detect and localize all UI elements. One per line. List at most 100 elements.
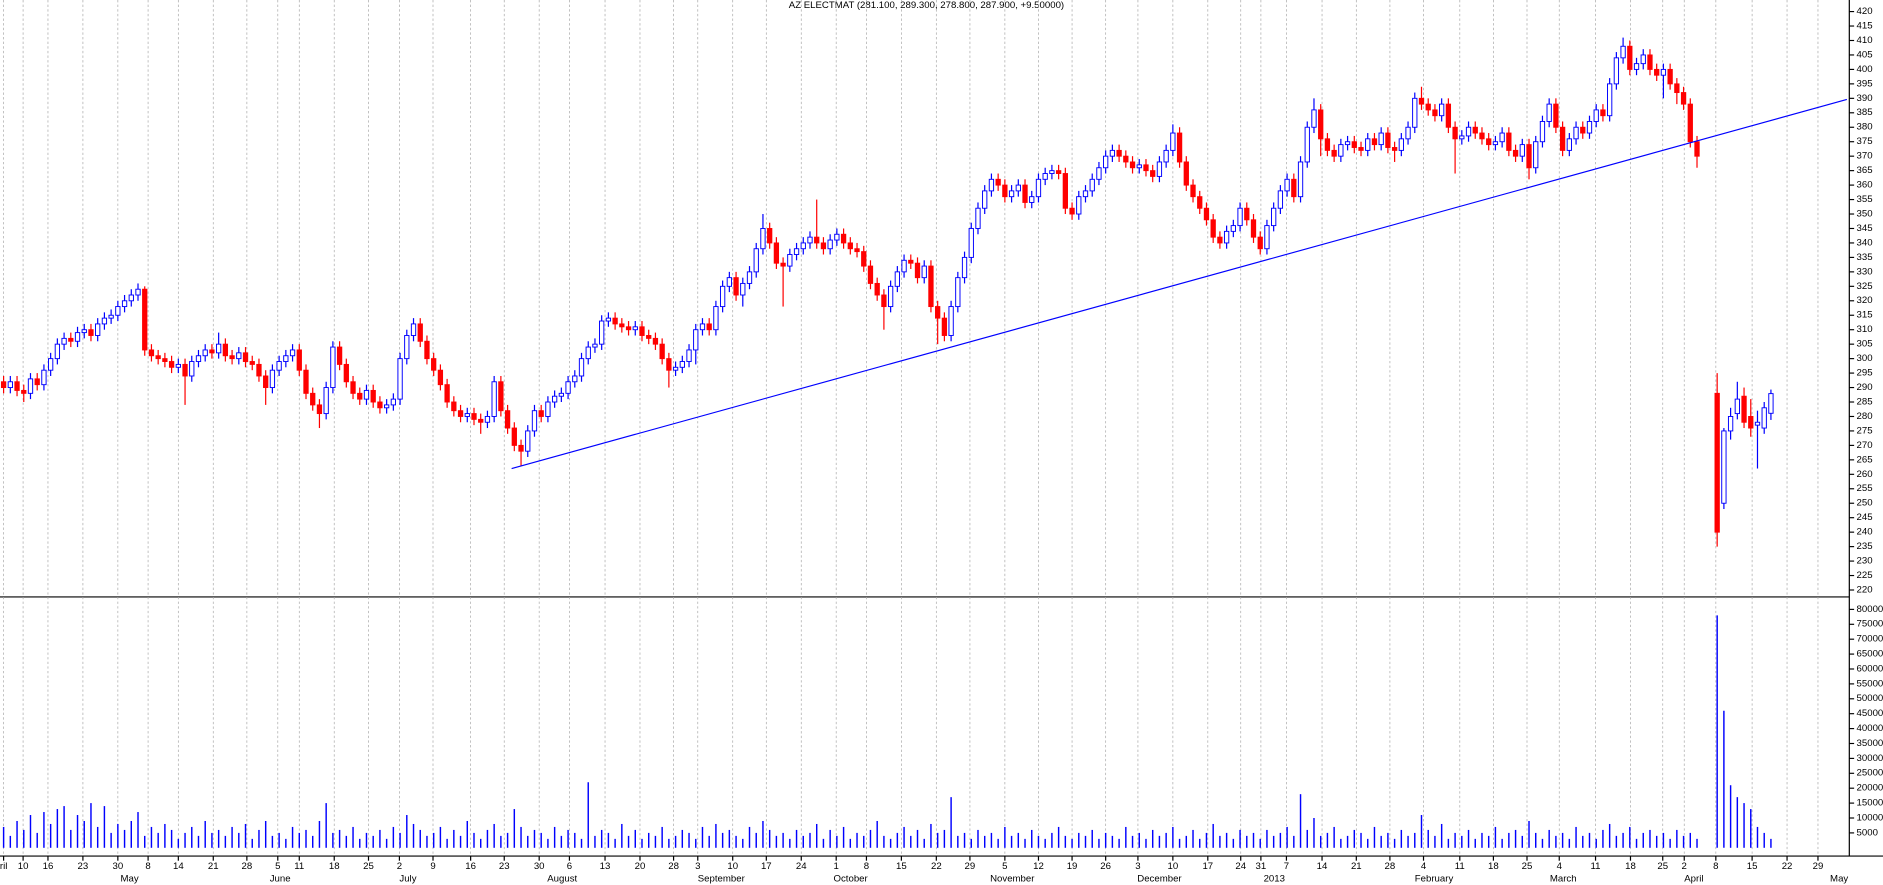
candle-body xyxy=(1136,164,1142,169)
candle-body xyxy=(121,300,128,308)
candle-body xyxy=(1230,225,1236,232)
candle-body xyxy=(1378,132,1384,146)
x-tick-label: 25 xyxy=(363,861,374,872)
x-tick-label: 18 xyxy=(329,861,340,872)
candle-body xyxy=(854,248,860,253)
y2-tick-label: 5000 xyxy=(1857,828,1878,839)
candle-body xyxy=(1633,63,1640,70)
x-tick-label: 14 xyxy=(1317,861,1328,872)
candle-body xyxy=(1721,430,1727,504)
candle-body xyxy=(1627,45,1633,70)
candle-body xyxy=(1553,103,1559,128)
candle-body xyxy=(538,410,544,417)
candle-body xyxy=(1344,141,1351,146)
candle-body xyxy=(1109,149,1116,157)
x-tick-label: 3 xyxy=(1135,861,1140,872)
candle-body xyxy=(1748,416,1754,429)
candle-body xyxy=(289,349,296,357)
x-tick-label: 25 xyxy=(1657,861,1668,872)
x-tick-label: 12 xyxy=(1033,861,1044,872)
x-tick-label: 11 xyxy=(1455,861,1465,872)
candle-body xyxy=(787,254,793,267)
x-tick-label: 2 xyxy=(1682,861,1687,872)
y2-tick-label: 75000 xyxy=(1857,619,1883,630)
candle-body xyxy=(1311,109,1317,128)
y-tick-label: 395 xyxy=(1857,78,1873,89)
candle-body xyxy=(1452,126,1458,140)
candle-body xyxy=(350,381,356,394)
candle-body xyxy=(1405,126,1411,140)
candle-body xyxy=(128,294,134,302)
candle-body xyxy=(1674,83,1680,94)
y2-tick-label: 60000 xyxy=(1857,664,1883,675)
candle-body xyxy=(1156,161,1163,177)
x-tick-label: ril xyxy=(0,861,7,872)
candle-body xyxy=(975,207,981,229)
candle-body xyxy=(1223,230,1230,244)
x-tick-label: 5 xyxy=(1002,861,1007,872)
y-tick-label: 315 xyxy=(1857,310,1873,321)
candle-body xyxy=(115,306,121,316)
candle-body xyxy=(95,323,101,336)
candle-body xyxy=(1714,392,1720,533)
candle-body xyxy=(1566,138,1572,151)
candle-body xyxy=(948,306,954,336)
candle-body xyxy=(162,358,168,362)
y-tick-label: 360 xyxy=(1857,180,1873,191)
candle-body xyxy=(1257,236,1263,250)
x-tick-label: 28 xyxy=(1385,861,1396,872)
x-tick-label: 25 xyxy=(1522,861,1533,872)
candle-body xyxy=(713,306,719,331)
candle-body xyxy=(27,378,34,394)
y2-tick-label: 70000 xyxy=(1857,634,1883,645)
candle-body xyxy=(1082,190,1089,198)
candle-body xyxy=(269,369,276,389)
candle-body xyxy=(1391,147,1398,151)
y-tick-label: 295 xyxy=(1857,368,1873,379)
x-tick-label: 4 xyxy=(1421,861,1426,872)
candle-body xyxy=(1559,126,1566,151)
candle-body xyxy=(1694,141,1700,157)
candle-body xyxy=(410,323,417,336)
candle-body xyxy=(914,262,921,279)
candle-body xyxy=(652,337,659,345)
candle-body xyxy=(498,381,504,412)
month-label: March xyxy=(1550,874,1577,885)
candle-body xyxy=(310,392,316,406)
candle-body xyxy=(1371,138,1378,146)
candle-body xyxy=(363,389,370,400)
candle-body xyxy=(41,369,47,386)
candle-body xyxy=(820,242,827,250)
candle-body xyxy=(800,242,806,250)
candle-body xyxy=(48,358,54,371)
candle-body xyxy=(1499,132,1505,143)
candle-body xyxy=(928,265,934,308)
candle-body xyxy=(249,361,255,365)
candle-body xyxy=(484,416,491,423)
candle-body xyxy=(545,401,551,417)
candle-body xyxy=(1170,132,1176,151)
candle-body xyxy=(1486,138,1492,146)
candle-body xyxy=(625,326,632,331)
candle-body xyxy=(135,288,141,296)
x-tick-label: 3 xyxy=(695,861,700,872)
candle-body xyxy=(988,178,995,192)
candle-body xyxy=(1647,54,1653,70)
candle-body xyxy=(1089,178,1095,192)
candle-body xyxy=(1432,109,1438,117)
candle-body xyxy=(619,323,625,328)
y-tick-label: 250 xyxy=(1857,498,1873,509)
candle-body xyxy=(1103,155,1109,169)
candle-body xyxy=(1217,236,1223,244)
y2-tick-label: 20000 xyxy=(1857,783,1883,794)
y-tick-label: 265 xyxy=(1857,454,1873,465)
candle-body xyxy=(343,363,349,383)
x-tick-label: 11 xyxy=(294,861,304,872)
candle-body xyxy=(592,343,598,348)
candle-body xyxy=(195,355,202,362)
candle-body xyxy=(753,248,759,273)
candle-body xyxy=(1734,398,1740,415)
candle-body xyxy=(1680,92,1687,105)
y-tick-label: 370 xyxy=(1857,151,1873,162)
